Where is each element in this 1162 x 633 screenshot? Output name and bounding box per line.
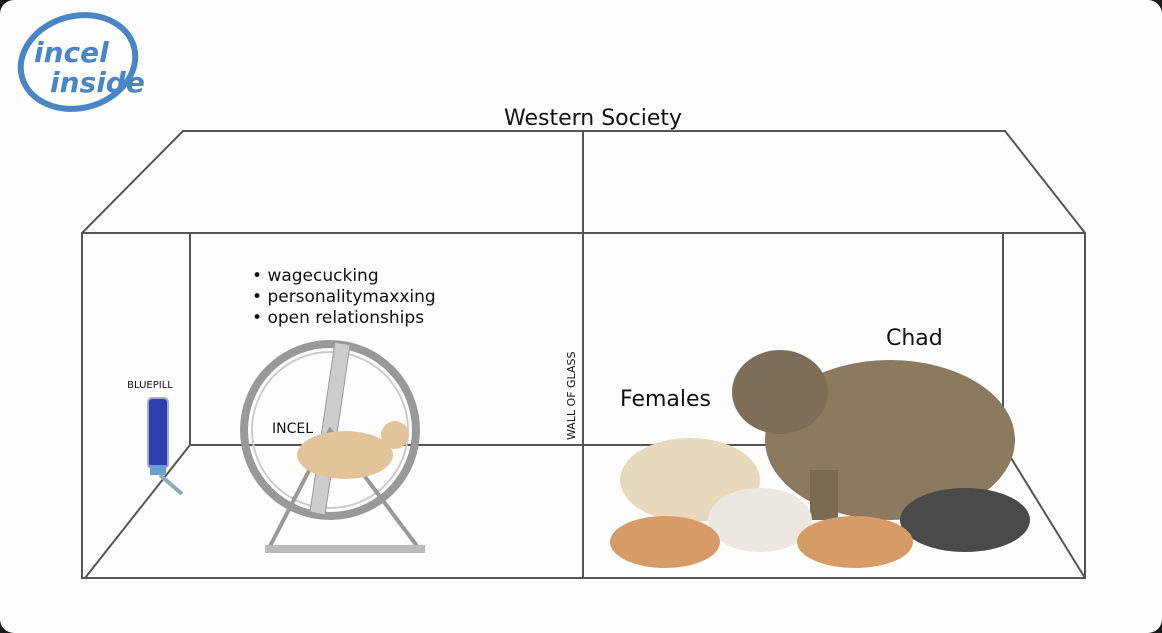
- water-bottle-icon: [147, 397, 184, 496]
- hamster-wheel: [240, 340, 425, 553]
- mouse: [297, 431, 393, 479]
- chad-label: Chad: [886, 326, 943, 351]
- bullet-item: • personalitymaxxing: [252, 287, 436, 307]
- wall-of-glass-label: WALL OF GLASS: [565, 352, 578, 440]
- capybara: [732, 350, 1015, 520]
- guinea-pigs: [610, 438, 1030, 568]
- title: Western Society: [504, 106, 682, 131]
- incel-inside-logo: incel inside: [17, 12, 145, 112]
- bullet-list: • wagecucking • personalitymaxxing • ope…: [252, 266, 436, 328]
- bluepill-label: BLUEPILL: [127, 380, 173, 391]
- females-label: Females: [620, 387, 711, 412]
- logo-line1: incel: [34, 36, 109, 69]
- bullet-item: • open relationships: [252, 308, 424, 328]
- bullet-item: • wagecucking: [252, 266, 379, 286]
- incel-label: INCEL: [272, 421, 313, 437]
- logo-line2: inside: [50, 66, 145, 99]
- cage-outline: [81, 130, 1086, 579]
